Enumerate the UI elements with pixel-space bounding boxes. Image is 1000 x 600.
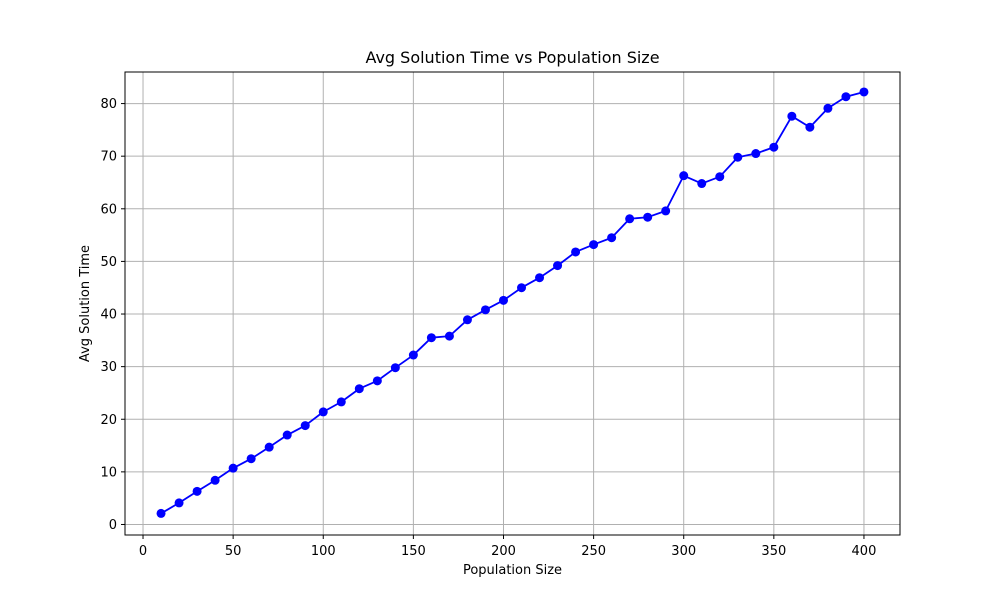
- data-point: [390, 363, 400, 373]
- data-point: [769, 142, 779, 152]
- data-point: [210, 475, 220, 485]
- data-point: [462, 315, 472, 325]
- data-point: [354, 384, 364, 394]
- y-tick-label: 70: [100, 150, 117, 165]
- data-point: [751, 149, 761, 159]
- data-point: [589, 240, 599, 250]
- y-tick-label: 40: [100, 308, 117, 323]
- x-tick-label: 400: [852, 544, 877, 559]
- data-point: [408, 350, 418, 360]
- x-tick-label: 0: [139, 544, 147, 559]
- data-point: [246, 454, 256, 464]
- y-tick-label: 60: [100, 202, 117, 217]
- x-tick-label: 250: [581, 544, 606, 559]
- data-point: [661, 206, 671, 216]
- data-point: [553, 261, 563, 271]
- data-series: [156, 87, 869, 518]
- x-tick-label: 100: [311, 544, 336, 559]
- data-point: [300, 421, 310, 431]
- data-point: [643, 212, 653, 222]
- data-point: [426, 333, 436, 343]
- data-point: [156, 508, 166, 518]
- data-point: [498, 295, 508, 305]
- data-point: [174, 498, 184, 508]
- data-point: [264, 442, 274, 452]
- y-tick-label: 50: [100, 255, 117, 270]
- data-point: [192, 486, 202, 496]
- y-tick-label: 10: [100, 465, 117, 480]
- data-point: [444, 331, 454, 341]
- y-axis-label: Avg Solution Time: [78, 245, 93, 362]
- data-point: [715, 172, 725, 182]
- x-tick-label: 300: [671, 544, 696, 559]
- x-axis-label: Population Size: [463, 563, 562, 578]
- data-point: [733, 152, 743, 162]
- y-tick-label: 80: [100, 97, 117, 112]
- x-tick-label: 200: [491, 544, 516, 559]
- x-tick-label: 50: [225, 544, 242, 559]
- data-point: [480, 305, 490, 315]
- y-tick-label: 20: [100, 413, 117, 428]
- series-line: [160, 91, 865, 515]
- data-point: [841, 92, 851, 102]
- x-tick-label: 150: [401, 544, 426, 559]
- data-point: [372, 376, 382, 386]
- data-point: [607, 233, 617, 243]
- data-point: [336, 397, 346, 407]
- data-point: [787, 111, 797, 121]
- grid: [125, 72, 900, 535]
- data-point: [318, 407, 328, 417]
- x-tick-label: 350: [761, 544, 786, 559]
- data-point: [228, 463, 238, 473]
- data-point: [625, 214, 635, 224]
- chart-title: Avg Solution Time vs Population Size: [365, 48, 659, 67]
- data-point: [571, 247, 581, 257]
- data-point: [823, 103, 833, 113]
- y-tick-label: 0: [109, 518, 117, 533]
- data-point: [282, 430, 292, 440]
- data-point: [697, 179, 707, 189]
- data-point: [535, 273, 545, 283]
- data-point: [679, 171, 689, 181]
- axis-ticks: 0 50 100 150 200 250 300 350 400 0 10 20 30 40 50 60 70 8…: [100, 97, 876, 559]
- y-tick-label: 30: [100, 360, 117, 375]
- data-point: [805, 122, 815, 132]
- data-point: [859, 87, 869, 97]
- plot-frame: [124, 71, 901, 536]
- data-point: [517, 283, 527, 293]
